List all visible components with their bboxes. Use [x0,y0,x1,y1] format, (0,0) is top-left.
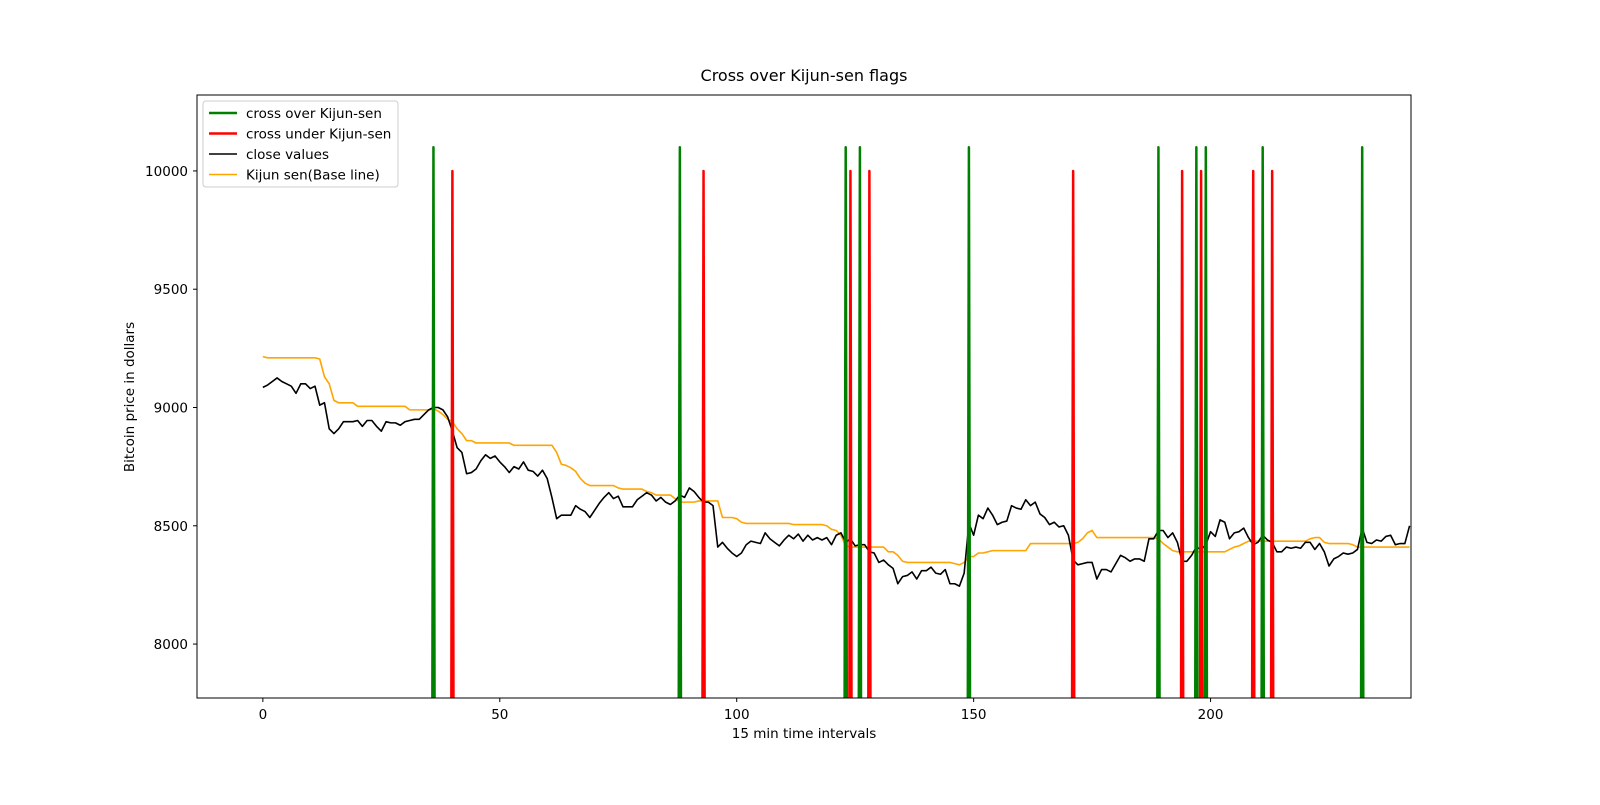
x-tick-label: 150 [961,707,987,723]
y-tick-label: 8000 [154,637,188,653]
legend-box [202,100,399,188]
legend-label: cross under Kijun-sen [246,127,391,143]
legend-label: Kijun sen(Base line) [246,168,380,184]
y-tick-label: 8500 [154,519,188,535]
legend-label: cross over Kijun-sen [246,106,382,122]
series-line [431,146,1365,698]
x-tick-label: 100 [724,707,750,723]
chart-title: Cross over Kijun-sen flags [701,66,908,85]
y-axis-label: Bitcoin price in dollars [122,322,138,472]
y-tick-label: 10000 [145,164,188,180]
y-tick-label: 9000 [154,401,188,417]
x-tick-label: 0 [259,707,268,723]
series-line [450,169,1275,698]
y-tick-label: 9500 [154,282,188,298]
plot-area [262,146,1411,698]
legend-label: close values [246,147,329,163]
axes-frame [196,94,1412,699]
x-tick-label: 50 [491,707,508,723]
x-axis-label: 15 min time intervals [732,726,877,742]
x-tick-label: 200 [1198,707,1224,723]
